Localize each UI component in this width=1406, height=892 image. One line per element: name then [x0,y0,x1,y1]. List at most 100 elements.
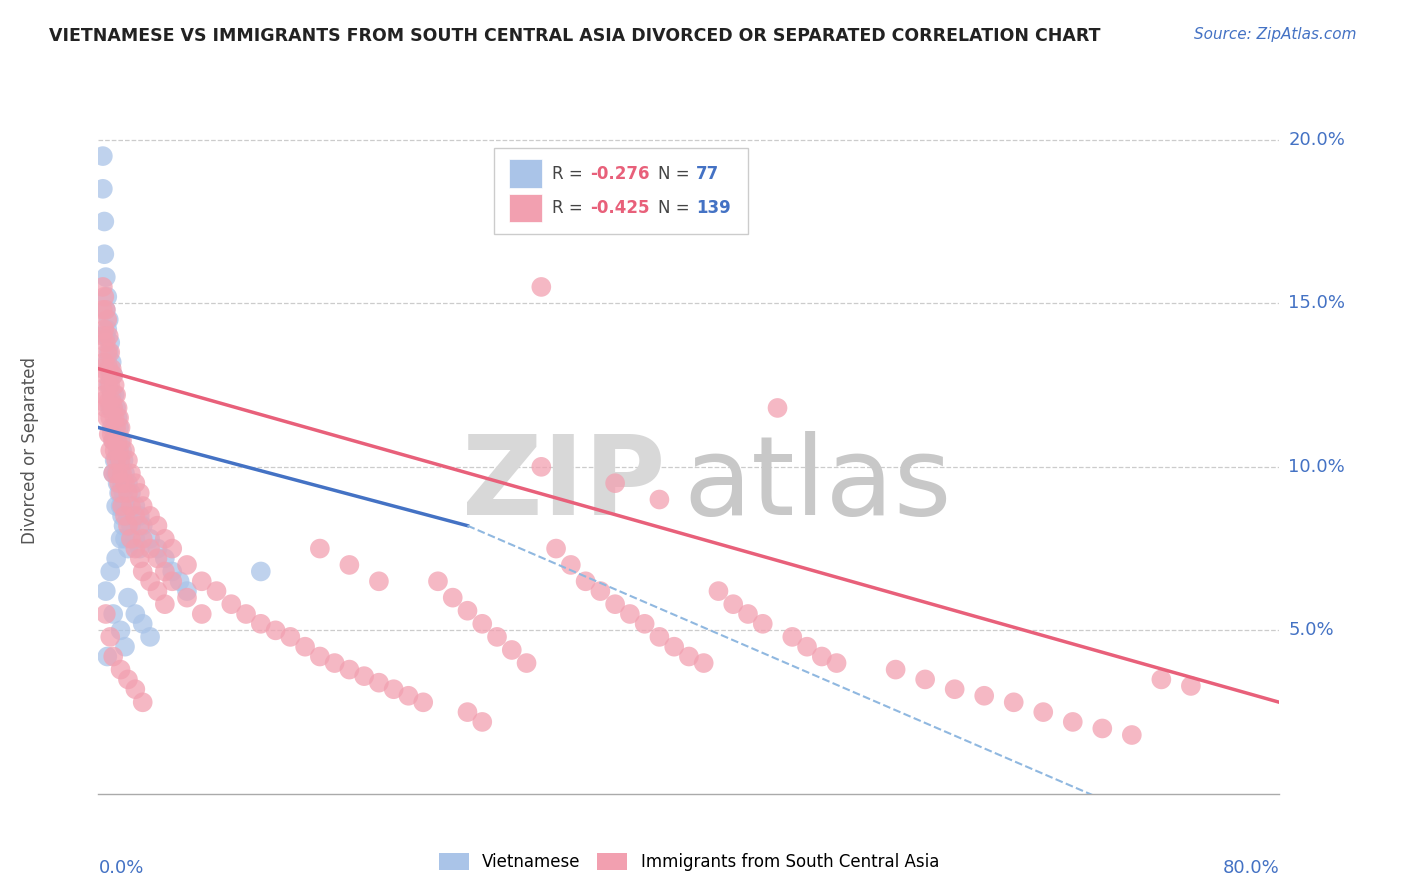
Point [111,467,134,481]
Legend: Vietnamese, Immigrants from South Central Asia: Vietnamese, Immigrants from South Centra… [430,845,948,880]
Point [114,443,136,458]
Point [117,591,139,605]
Point [664,640,686,654]
Point [323,656,346,670]
Point [250,616,273,631]
Point [120,467,142,481]
Point [766,401,789,415]
Point [110,499,132,513]
Point [94,302,117,317]
Point [105,499,128,513]
Point [100,427,122,442]
Point [111,443,134,458]
Point [117,508,139,523]
Point [427,574,450,589]
Point [219,597,242,611]
Point [264,624,287,638]
Point [91,149,114,163]
Point [107,410,129,425]
Text: -0.425: -0.425 [589,199,650,217]
Point [441,591,464,605]
Point [96,355,118,369]
Point [515,656,537,670]
Point [353,669,375,683]
Point [100,361,122,376]
Point [1091,722,1114,736]
Point [94,401,117,415]
Point [98,335,121,350]
Point [117,476,139,491]
Point [103,434,125,448]
Point [103,467,125,481]
Point [91,182,114,196]
Point [105,551,128,566]
Point [605,476,627,491]
Point [128,551,150,566]
Point [104,388,127,402]
Point [1032,705,1054,719]
Point [97,361,120,376]
Point [560,558,582,572]
Point [884,663,907,677]
Point [107,434,129,448]
Point [98,368,121,383]
Point [309,541,332,556]
Point [132,695,155,709]
Point [105,388,128,402]
Text: R =: R = [553,199,588,217]
Point [94,302,117,317]
Point [176,591,198,605]
Point [574,574,596,589]
Point [98,410,121,425]
Point [1121,728,1143,742]
Text: R =: R = [553,165,588,183]
Point [139,508,162,523]
Point [111,499,134,513]
FancyBboxPatch shape [494,148,748,234]
Point [914,673,936,687]
Point [111,508,134,523]
Point [139,532,162,546]
Point [973,689,995,703]
Point [110,532,132,546]
Point [110,467,132,481]
Point [111,476,134,491]
Point [91,394,114,409]
Point [98,565,121,579]
Point [108,486,131,500]
Point [105,434,128,448]
Text: 5.0%: 5.0% [1288,622,1334,640]
Point [693,656,716,670]
Point [110,420,132,434]
Point [146,541,169,556]
Point [162,541,183,556]
Point [100,388,122,402]
Point [162,574,183,589]
Text: 20.0%: 20.0% [1288,131,1346,149]
Point [1150,673,1173,687]
Text: 80.0%: 80.0% [1223,859,1279,878]
Point [124,508,146,523]
Point [309,649,332,664]
Point [751,616,773,631]
Point [124,607,146,621]
Point [110,486,132,500]
Point [162,565,183,579]
Point [112,518,135,533]
Point [117,518,139,533]
Point [132,565,155,579]
Point [112,486,135,500]
Text: 10.0%: 10.0% [1288,458,1346,475]
Point [471,714,494,729]
Point [108,476,131,491]
Point [382,682,405,697]
Point [737,607,759,621]
Text: 139: 139 [696,199,731,217]
Point [176,558,198,572]
Point [112,453,135,467]
Point [530,459,553,474]
Point [589,584,612,599]
Point [91,361,114,376]
Point [93,388,115,402]
Point [114,499,136,513]
